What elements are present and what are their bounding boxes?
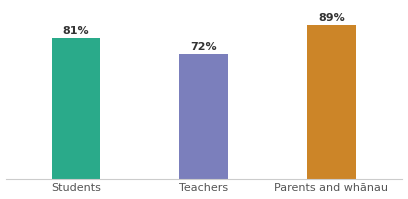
Text: 89%: 89%: [318, 13, 345, 22]
Bar: [51, 38, 100, 179]
Bar: [179, 54, 228, 179]
Text: 72%: 72%: [190, 42, 217, 52]
Text: 81%: 81%: [62, 26, 89, 36]
Bar: [307, 25, 355, 179]
